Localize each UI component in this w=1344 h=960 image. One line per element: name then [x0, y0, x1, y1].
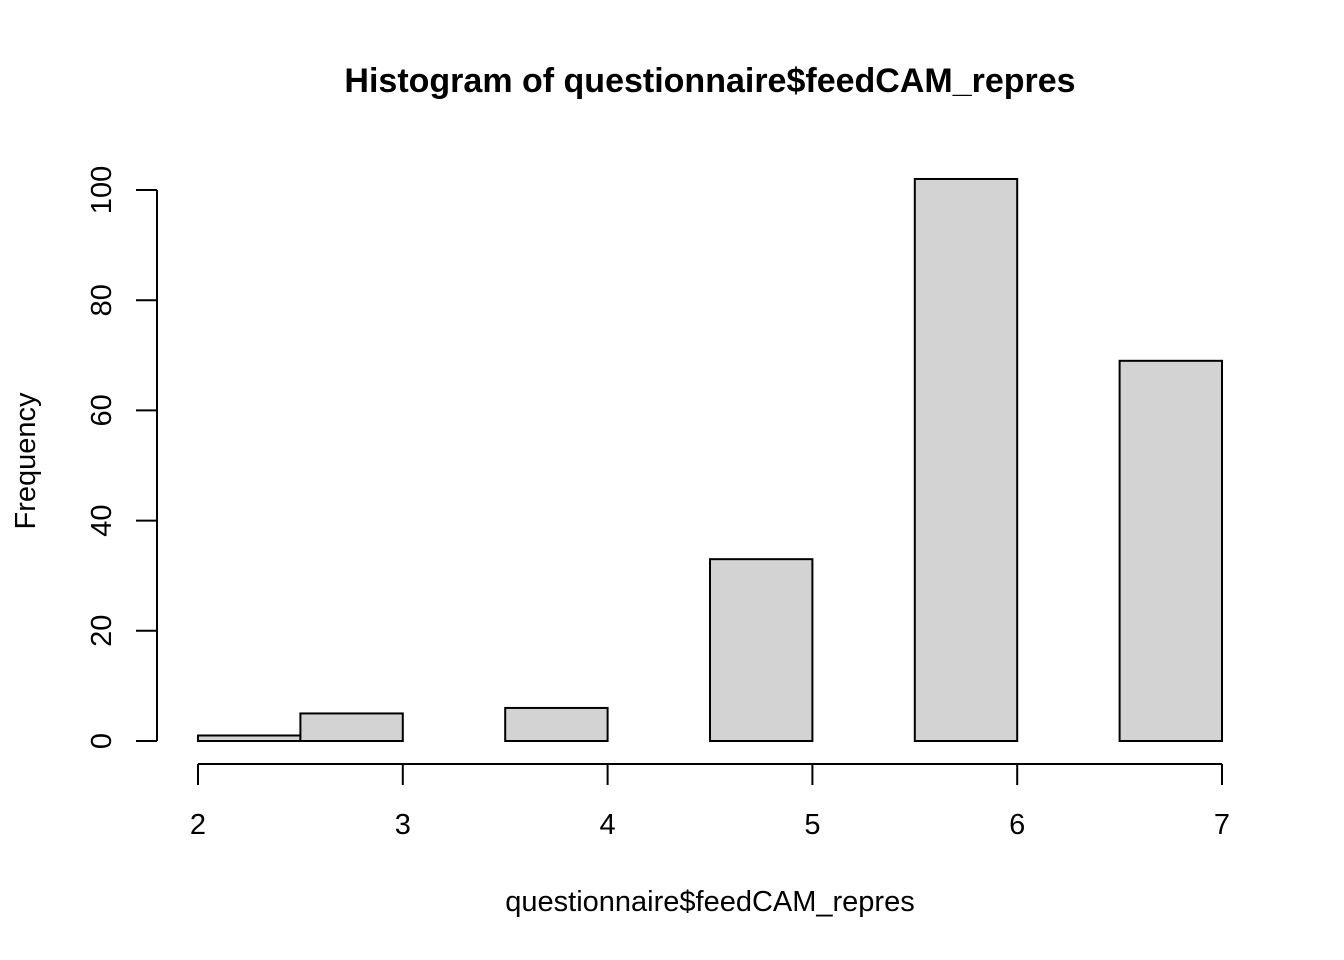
x-tick-label: 6 — [1009, 809, 1025, 841]
y-tick-label: 60 — [86, 394, 118, 426]
bars-group — [197, 177, 1223, 743]
histogram-bar-1 — [299, 712, 404, 743]
histogram-bar-3 — [504, 706, 609, 743]
y-tick-label: 40 — [86, 504, 118, 536]
x-axis-label: questionnaire$feedCAM_repres — [505, 886, 914, 918]
x-tick-label: 7 — [1214, 809, 1230, 841]
x-tick-label: 2 — [190, 809, 206, 841]
x-tick-label: 5 — [804, 809, 820, 841]
chart-title: Histogram of questionnaire$feedCAM_repre… — [344, 62, 1075, 100]
y-axis: 0 20 40 60 80 100 — [86, 166, 158, 749]
x-axis: 2 3 4 5 6 7 — [190, 763, 1230, 841]
y-axis-label: Frequency — [10, 392, 42, 530]
y-tick-label: 80 — [86, 284, 118, 316]
y-tick-label: 100 — [86, 166, 118, 214]
x-tick-label: 4 — [600, 809, 616, 841]
y-tick-label: 20 — [86, 615, 118, 647]
histogram-bar-9 — [1118, 359, 1223, 742]
x-tick-label: 3 — [395, 809, 411, 841]
histogram-bar-0 — [197, 734, 302, 742]
histogram-bar-5 — [709, 558, 814, 742]
y-tick-label: 0 — [86, 733, 118, 749]
histogram-bar-7 — [913, 177, 1019, 743]
